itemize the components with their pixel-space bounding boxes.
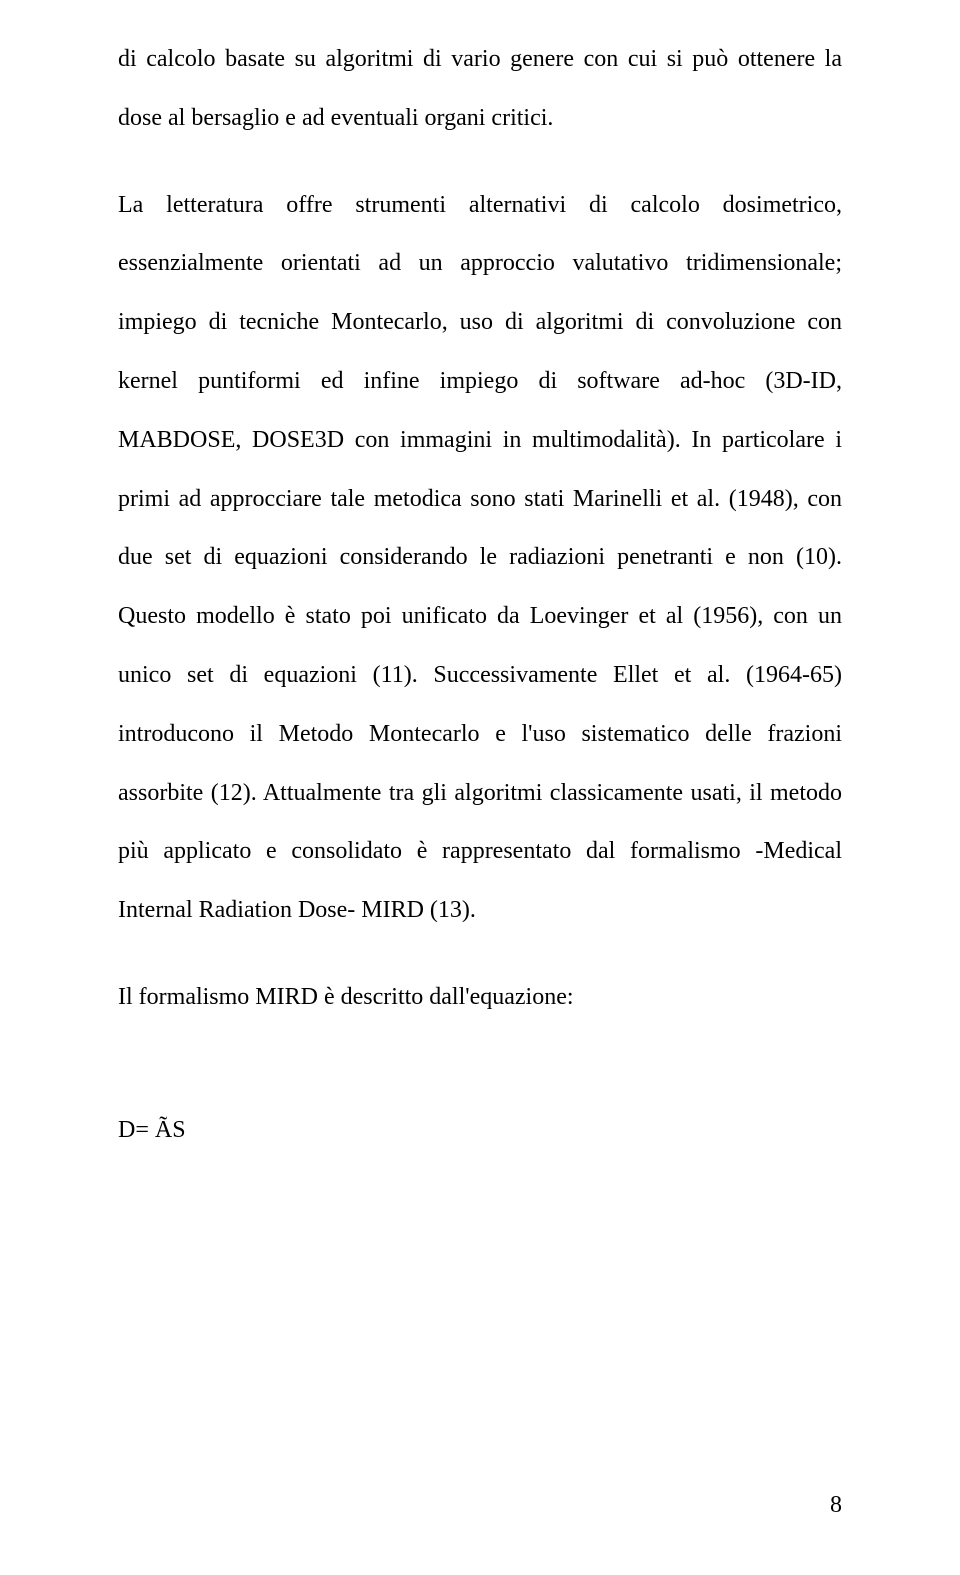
paragraph-formalism: Il formalismo MIRD è descritto dall'equa…	[118, 968, 842, 1027]
page-content: di calcolo basate su algoritmi di vario …	[0, 0, 960, 1144]
page-number: 8	[830, 1492, 842, 1519]
paragraph-main: La letteratura offre strumenti alternati…	[118, 176, 842, 940]
equation: D= ÃS	[118, 1117, 842, 1144]
paragraph-intro: di calcolo basate su algoritmi di vario …	[118, 30, 842, 148]
